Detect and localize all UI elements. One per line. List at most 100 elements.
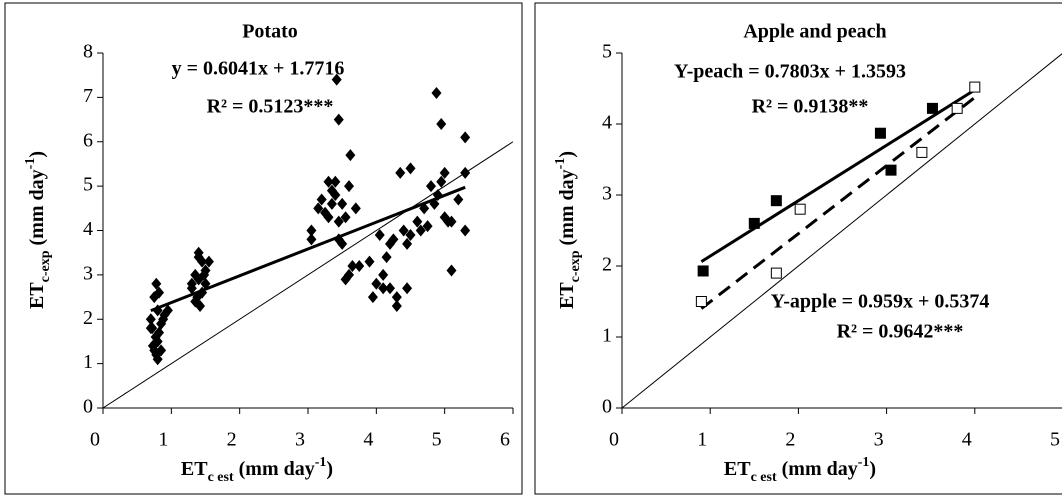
x-tick-label: 4: [363, 429, 373, 451]
annotation: R² = 0.9138**: [752, 96, 869, 118]
label-part: ET: [724, 458, 751, 480]
point: [436, 175, 447, 188]
point: [460, 166, 471, 179]
x-tick-label: 4: [962, 429, 972, 451]
point: [340, 211, 351, 224]
point: [378, 268, 389, 281]
point: [770, 195, 782, 207]
point: [371, 277, 382, 290]
label-part: c-exp: [38, 250, 53, 282]
annotation: y = 0.6041x + 1.7716: [172, 58, 345, 80]
point: [340, 273, 351, 286]
y-tick-label: 6: [83, 129, 93, 151]
point: [460, 131, 471, 144]
label-part: c est: [751, 470, 777, 485]
point: [313, 202, 324, 215]
point: [460, 224, 471, 237]
point: [770, 267, 782, 279]
label-part: -1: [23, 158, 38, 170]
annotation: Y-peach = 0.7803x + 1.3593: [674, 61, 906, 83]
point: [381, 251, 392, 264]
point: [154, 286, 165, 299]
point: [398, 224, 409, 237]
point: [432, 189, 443, 201]
y-tick-label: 7: [83, 85, 93, 107]
point: [197, 286, 208, 299]
point: [395, 166, 406, 179]
point: [436, 118, 447, 130]
point: [323, 175, 334, 188]
point: [748, 217, 760, 229]
x-tick-label: 2: [227, 429, 237, 451]
point: [374, 228, 385, 241]
point: [152, 353, 163, 366]
point: [378, 282, 389, 295]
point: [885, 164, 897, 176]
one-to-one-line: [621, 53, 1062, 409]
point: [323, 211, 334, 224]
one-to-one-line: [102, 141, 514, 409]
y-tick-label: 1: [602, 325, 612, 347]
point: [345, 149, 356, 162]
chart-title: Apple and peach: [743, 21, 886, 43]
point: [156, 344, 167, 357]
point: [190, 295, 201, 308]
point: [794, 203, 806, 215]
x-tick-label: 3: [874, 429, 884, 451]
y-axis-label: ETc-exp (mm day-1): [553, 151, 583, 309]
y-tick-label: 2: [602, 254, 612, 276]
y-tick-label: 1: [83, 351, 93, 373]
label-part: ): [869, 458, 876, 480]
point: [431, 86, 442, 99]
point: [405, 162, 416, 175]
point: [354, 260, 365, 272]
label-part: ): [26, 151, 48, 158]
point: [306, 233, 317, 246]
point: [446, 215, 457, 228]
y-tick-label: 8: [83, 41, 93, 63]
annotation: Y-apple = 0.959x + 0.5374: [771, 291, 990, 313]
y-tick-label: 5: [83, 174, 93, 196]
x-tick-label: 0: [90, 429, 100, 451]
point: [402, 282, 413, 295]
point: [951, 102, 963, 114]
point: [969, 81, 981, 93]
point: [199, 268, 210, 281]
x-tick-label: 5: [1050, 429, 1060, 451]
point: [422, 220, 433, 233]
y-tick-label: 0: [83, 396, 93, 418]
x-axis-label: ETc est (mm day-1): [724, 455, 876, 485]
y-tick-label: 5: [602, 41, 612, 63]
panel-frame: [534, 2, 1062, 495]
y-tick-label: 0: [602, 396, 612, 418]
x-tick-label: 5: [432, 429, 442, 451]
point: [453, 193, 464, 206]
point: [333, 215, 344, 228]
point: [145, 322, 156, 335]
label-part: c est: [208, 470, 234, 485]
label-part: ET: [181, 458, 208, 480]
point: [316, 193, 327, 206]
point: [402, 237, 413, 250]
label-part: (mm day: [556, 169, 578, 250]
y-tick-label: 4: [83, 218, 93, 240]
label-part: -1: [858, 455, 870, 470]
chart-title: Potato: [242, 21, 298, 43]
label-part: ET: [26, 282, 48, 309]
point: [330, 189, 341, 201]
point: [439, 166, 450, 179]
point: [926, 102, 938, 114]
point: [367, 291, 378, 304]
point: [412, 215, 423, 228]
annotation: R² = 0.5123***: [207, 96, 334, 118]
point: [391, 291, 402, 304]
label-part: ): [326, 458, 333, 480]
point: [330, 175, 341, 188]
point: [916, 146, 928, 158]
point: [697, 265, 709, 277]
point: [151, 277, 162, 290]
point: [385, 237, 395, 250]
y-tick-label: 3: [83, 262, 93, 284]
point: [331, 73, 342, 86]
